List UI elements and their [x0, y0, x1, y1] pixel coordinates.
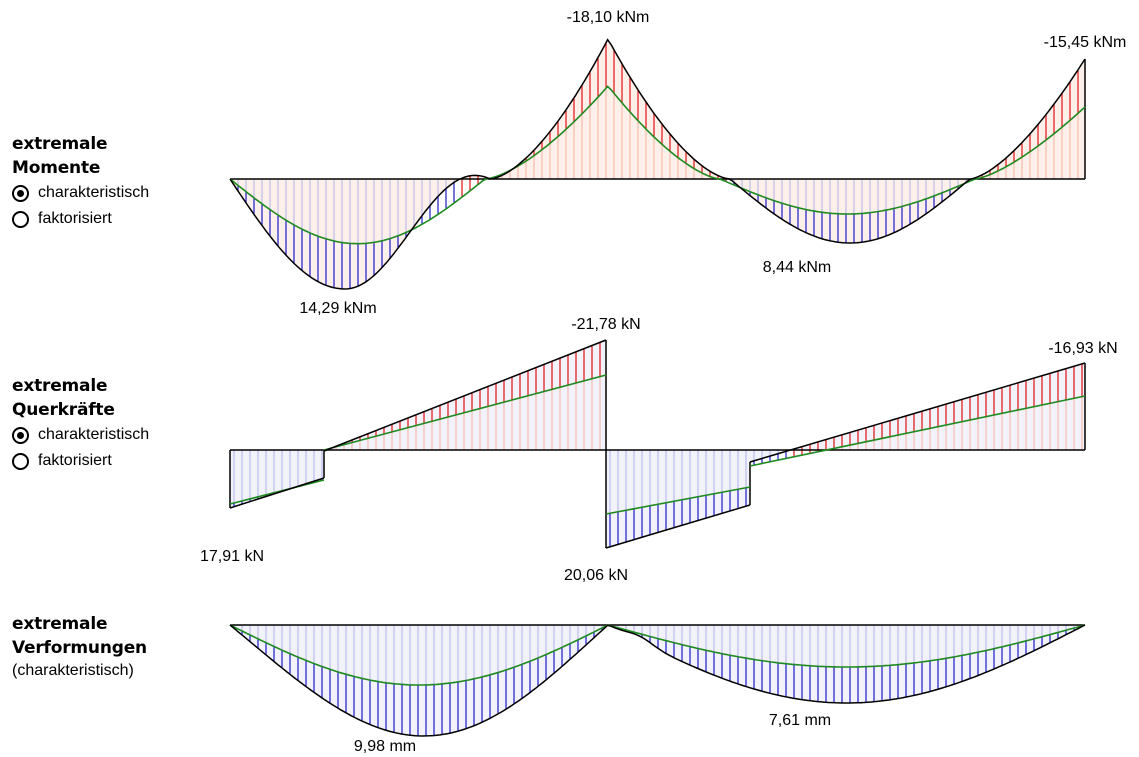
- shear-label-left-end: 17,91 kN: [200, 548, 264, 565]
- shear-hatching-3: [753, 363, 1083, 466]
- moment-option-characteristic[interactable]: charakteristisch: [12, 180, 149, 206]
- shear-label-left-support: -21,78 kN: [571, 316, 640, 333]
- deformation-label-span2: 7,61 mm: [769, 712, 831, 729]
- shear-title-line1: extremale: [12, 376, 108, 396]
- moment-label-span2-max: 8,44 kNm: [763, 259, 831, 276]
- shear-fill-0: [230, 450, 324, 508]
- deformation-label-span1: 9,98 mm: [354, 738, 416, 755]
- shear-title-line2: Querkräfte: [12, 400, 115, 420]
- radio-icon[interactable]: [12, 210, 29, 228]
- deformation-envelope-line: [229, 624, 1086, 737]
- option-label: faktorisiert: [38, 452, 112, 469]
- shear-option-factored[interactable]: faktorisiert: [12, 448, 149, 474]
- shear-envelope-line-3: [749, 362, 1086, 463]
- radio-icon[interactable]: [12, 452, 29, 470]
- deformation-diagram: [229, 624, 1086, 737]
- shear-label-mid-support: 20,06 kN: [564, 567, 628, 584]
- shear-label-right-end: -16,93 kN: [1048, 340, 1117, 357]
- deformation-title-line1: extremale: [12, 614, 108, 634]
- moment-characteristic-line: [229, 85, 1086, 245]
- moment-controls: extremale Momente charakteristisch fakto…: [12, 132, 149, 232]
- shear-option-characteristic[interactable]: charakteristisch: [12, 422, 149, 448]
- option-label: charakteristisch: [38, 426, 150, 443]
- shear-diagram: [229, 339, 1086, 549]
- shear-characteristic-line-3: [749, 395, 1086, 467]
- moment-label-span1-max: 14,29 kNm: [299, 300, 376, 317]
- moment-title-line2: Momente: [12, 158, 101, 178]
- shear-envelope-line-1: [323, 339, 607, 452]
- deformation-characteristic-line: [229, 624, 1086, 686]
- moment-option-factored[interactable]: faktorisiert: [12, 206, 149, 232]
- moment-envelope-line: [229, 38, 1086, 290]
- radio-icon-selected[interactable]: [12, 426, 29, 444]
- shear-envelope-line-0: [229, 477, 325, 509]
- shear-fill-2: [606, 450, 750, 548]
- deformation-subtitle: (charakteristisch): [12, 662, 134, 679]
- moment-label-end-max: -15,45 kNm: [1044, 34, 1127, 51]
- moment-fill: [230, 39, 1085, 290]
- moment-label-support-max: -18,10 kNm: [567, 9, 650, 26]
- option-label: charakteristisch: [38, 184, 150, 201]
- radio-icon-selected[interactable]: [12, 184, 29, 202]
- shear-envelope-line-2: [605, 504, 751, 549]
- deformation-title-line2: Verformungen: [12, 638, 147, 658]
- deformation-hatching: [233, 625, 1075, 736]
- moment-hatching: [237, 42, 1079, 289]
- shear-controls: extremale Querkräfte charakteristisch fa…: [12, 374, 149, 474]
- option-label: faktorisiert: [38, 210, 112, 227]
- shear-characteristic-line-0: [229, 479, 325, 505]
- shear-characteristic-line-2: [605, 486, 751, 515]
- shear-characteristic-line-1: [323, 374, 607, 451]
- moment-diagram: [229, 38, 1086, 290]
- shear-hatching-2: [609, 450, 747, 547]
- moment-title-line1: extremale: [12, 134, 108, 154]
- deformation-fill: [230, 625, 1085, 736]
- value-labels: -18,10 kNm -15,45 kNm 14,29 kNm 8,44 kNm…: [200, 9, 1126, 755]
- deformation-controls: extremale Verformungen (charakteristisch…: [12, 612, 147, 682]
